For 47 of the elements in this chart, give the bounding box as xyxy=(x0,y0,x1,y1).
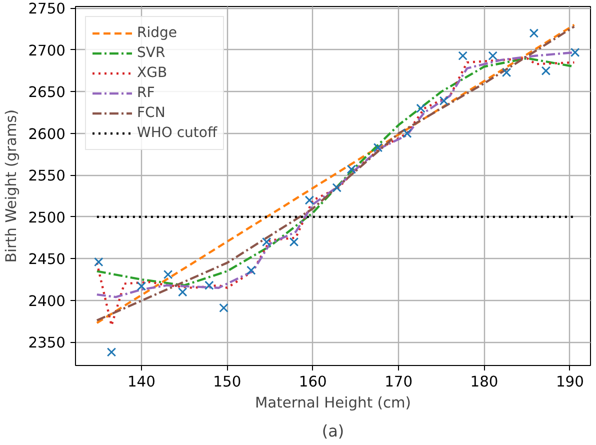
point xyxy=(262,237,272,247)
y-tick-label: 2350 xyxy=(28,334,66,352)
y-tick-label: 2500 xyxy=(28,209,66,226)
x-axis-title: Maternal Height (cm) xyxy=(254,394,412,412)
legend-label: WHO cutoff xyxy=(137,125,218,141)
y-tick-label: 2650 xyxy=(28,84,66,102)
point xyxy=(570,48,580,58)
point xyxy=(246,266,256,275)
y-tick-label: 2700 xyxy=(28,42,66,60)
point xyxy=(106,348,116,357)
point xyxy=(502,68,512,78)
point xyxy=(488,51,498,60)
y-tick-label: 2550 xyxy=(28,168,66,185)
point xyxy=(402,128,412,138)
x-tick-label: 150 xyxy=(213,374,242,390)
text: (a) xyxy=(322,422,344,440)
point xyxy=(136,282,146,291)
point xyxy=(439,96,449,106)
x-tick-label: 140 xyxy=(127,374,156,390)
point xyxy=(332,183,342,192)
point xyxy=(529,28,539,38)
y-tick-label: 2600 xyxy=(28,126,66,143)
legend-label: XGB xyxy=(137,65,168,81)
point xyxy=(373,142,383,152)
y-tick-label: 2750 xyxy=(28,0,66,18)
x-tick-label: 180 xyxy=(470,374,498,390)
point xyxy=(304,196,314,205)
point xyxy=(219,303,228,313)
point xyxy=(416,104,426,113)
point xyxy=(94,257,104,267)
y-tick-label: 2400 xyxy=(28,292,66,310)
point xyxy=(541,66,551,76)
legend-label: Ridge xyxy=(137,25,178,41)
y-tick-label: 2450 xyxy=(28,251,66,268)
point xyxy=(458,51,468,60)
legend-label: RF xyxy=(137,85,156,101)
legend-label: SVR xyxy=(137,45,166,61)
point xyxy=(346,164,356,174)
point xyxy=(163,270,173,280)
legend-label: FCN xyxy=(137,105,166,121)
x-tick-label: 190 xyxy=(556,374,584,390)
x-tick-label: 160 xyxy=(298,374,327,390)
x-tick-label: 170 xyxy=(384,374,413,390)
point xyxy=(204,280,214,290)
point xyxy=(178,287,188,297)
y-axis-title: Birth Weight (grams) xyxy=(3,109,20,263)
point xyxy=(289,237,299,247)
